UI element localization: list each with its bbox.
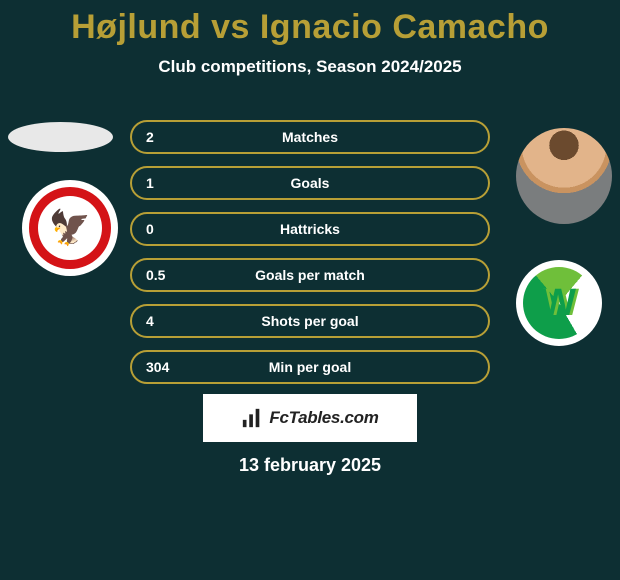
wolfsburg-letter: W	[540, 282, 576, 325]
page-subtitle: Club competitions, Season 2024/2025	[0, 57, 620, 77]
stat-label: Goals	[188, 175, 432, 191]
page-title: Højlund vs Ignacio Camacho	[0, 0, 620, 47]
stat-value: 2	[132, 129, 188, 145]
stats-container: 2 Matches 1 Goals 0 Hattricks 0.5 Goals …	[130, 120, 490, 396]
stat-row-goals-per-match: 0.5 Goals per match	[130, 258, 490, 292]
stat-value: 0.5	[132, 267, 188, 283]
stat-label: Hattricks	[188, 221, 432, 237]
eagle-icon: 🦅	[49, 211, 91, 245]
stat-value: 304	[132, 359, 188, 375]
club-right-badge: W	[516, 260, 602, 346]
stat-value: 4	[132, 313, 188, 329]
stat-row-min-per-goal: 304 Min per goal	[130, 350, 490, 384]
stat-value: 0	[132, 221, 188, 237]
club-left-badge: 🦅	[22, 180, 118, 276]
stat-value: 1	[132, 175, 188, 191]
logo-text: FcTables.com	[269, 408, 378, 428]
stat-label: Shots per goal	[188, 313, 432, 329]
player-left-avatar	[8, 122, 113, 152]
date-text: 13 february 2025	[0, 455, 620, 476]
stat-label: Min per goal	[188, 359, 432, 375]
stat-row-shots-per-goal: 4 Shots per goal	[130, 304, 490, 338]
chart-icon	[241, 407, 263, 429]
stat-label: Goals per match	[188, 267, 432, 283]
stat-row-matches: 2 Matches	[130, 120, 490, 154]
player-right-avatar	[516, 128, 612, 224]
stat-row-goals: 1 Goals	[130, 166, 490, 200]
stat-row-hattricks: 0 Hattricks	[130, 212, 490, 246]
stat-label: Matches	[188, 129, 432, 145]
fctables-logo: FcTables.com	[203, 394, 417, 442]
